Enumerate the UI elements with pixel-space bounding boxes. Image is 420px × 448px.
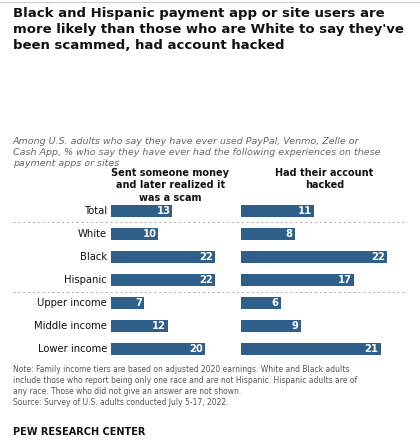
Text: 22: 22 [199,252,213,262]
Text: Note: Family income tiers are based on adjusted 2020 earnings. White and Black a: Note: Family income tiers are based on a… [13,365,357,407]
Text: 17: 17 [338,275,352,285]
Bar [111,343,205,355]
Bar [111,274,215,286]
Text: 6: 6 [272,298,278,308]
Text: 8: 8 [285,229,292,239]
Text: PEW RESEARCH CENTER: PEW RESEARCH CENTER [13,427,145,437]
Text: Sent someone money
and later realized it
was a scam: Sent someone money and later realized it… [111,168,229,203]
Text: 22: 22 [371,252,385,262]
Bar [241,250,388,263]
Text: White: White [78,229,107,239]
Text: 12: 12 [152,321,166,331]
Bar [241,205,315,217]
Text: Black and Hispanic payment app or site users are
more likely than those who are : Black and Hispanic payment app or site u… [13,7,404,52]
Bar [241,343,381,355]
Bar [241,297,281,310]
Bar [241,274,354,286]
Text: Lower income: Lower income [38,344,107,354]
Text: 7: 7 [136,298,142,308]
Bar [111,205,173,217]
Text: 20: 20 [190,344,204,354]
Text: 11: 11 [298,206,312,216]
Text: 21: 21 [364,344,378,354]
Text: 22: 22 [199,275,213,285]
Bar [111,250,215,263]
Text: Total: Total [84,206,107,216]
Bar [241,228,294,240]
Text: Had their account
hacked: Had their account hacked [276,168,373,190]
Text: Hispanic: Hispanic [64,275,107,285]
Text: 13: 13 [157,206,171,216]
Bar [111,320,168,332]
Text: Among U.S. adults who say they have ever used PayPal, Venmo, Zelle or
Cash App, : Among U.S. adults who say they have ever… [13,137,380,168]
Bar [241,320,301,332]
Text: 9: 9 [292,321,299,331]
Text: 10: 10 [142,229,157,239]
Text: Black: Black [80,252,107,262]
Text: Middle income: Middle income [34,321,107,331]
Bar [111,297,144,310]
Text: Upper income: Upper income [37,298,107,308]
Bar [111,228,158,240]
